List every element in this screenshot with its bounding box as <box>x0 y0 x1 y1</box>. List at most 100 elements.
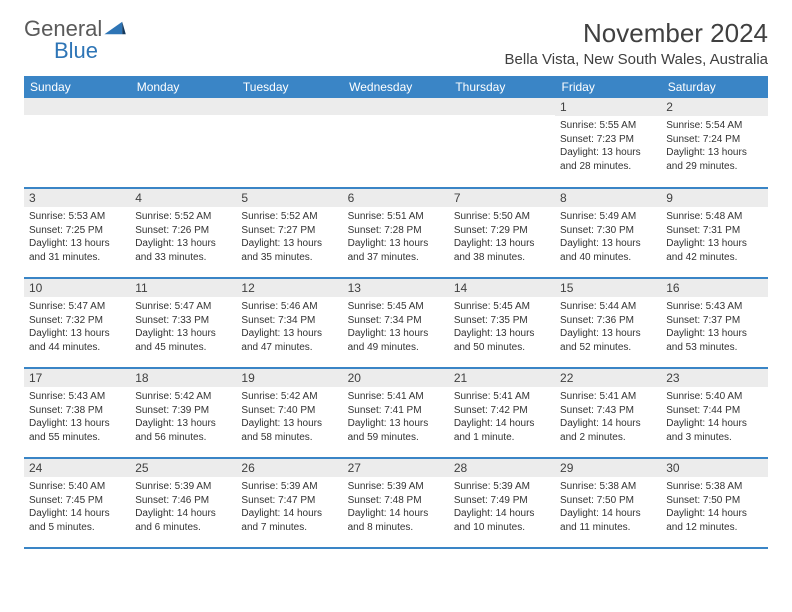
day-details: Sunrise: 5:42 AMSunset: 7:39 PMDaylight:… <box>130 387 236 447</box>
day-cell: 21Sunrise: 5:41 AMSunset: 7:42 PMDayligh… <box>449 368 555 458</box>
empty-day-cell <box>343 98 449 188</box>
day-details <box>130 115 236 121</box>
day-cell: 8Sunrise: 5:49 AMSunset: 7:30 PMDaylight… <box>555 188 661 278</box>
day-details: Sunrise: 5:52 AMSunset: 7:26 PMDaylight:… <box>130 207 236 267</box>
day-cell: 27Sunrise: 5:39 AMSunset: 7:48 PMDayligh… <box>343 458 449 548</box>
day-details <box>449 115 555 121</box>
calendar-body: 1Sunrise: 5:55 AMSunset: 7:23 PMDaylight… <box>24 98 768 548</box>
empty-day-cell <box>24 98 130 188</box>
dayname-friday: Friday <box>555 76 661 98</box>
day-details: Sunrise: 5:50 AMSunset: 7:29 PMDaylight:… <box>449 207 555 267</box>
day-cell: 10Sunrise: 5:47 AMSunset: 7:32 PMDayligh… <box>24 278 130 368</box>
empty-day-cell <box>449 98 555 188</box>
day-number: 19 <box>236 369 342 387</box>
calendar-week: 17Sunrise: 5:43 AMSunset: 7:38 PMDayligh… <box>24 368 768 458</box>
day-cell: 28Sunrise: 5:39 AMSunset: 7:49 PMDayligh… <box>449 458 555 548</box>
calendar-page: GeneralBlue November 2024 Bella Vista, N… <box>0 0 792 567</box>
day-number: 24 <box>24 459 130 477</box>
day-details: Sunrise: 5:43 AMSunset: 7:38 PMDaylight:… <box>24 387 130 447</box>
calendar-week: 3Sunrise: 5:53 AMSunset: 7:25 PMDaylight… <box>24 188 768 278</box>
day-number <box>449 98 555 115</box>
day-number: 16 <box>661 279 767 297</box>
day-number: 1 <box>555 98 661 116</box>
day-number: 9 <box>661 189 767 207</box>
day-number: 3 <box>24 189 130 207</box>
day-cell: 11Sunrise: 5:47 AMSunset: 7:33 PMDayligh… <box>130 278 236 368</box>
day-details: Sunrise: 5:55 AMSunset: 7:23 PMDaylight:… <box>555 116 661 176</box>
day-details <box>236 115 342 121</box>
calendar-week: 10Sunrise: 5:47 AMSunset: 7:32 PMDayligh… <box>24 278 768 368</box>
location-text: Bella Vista, New South Wales, Australia <box>505 51 768 68</box>
day-number: 21 <box>449 369 555 387</box>
day-cell: 15Sunrise: 5:44 AMSunset: 7:36 PMDayligh… <box>555 278 661 368</box>
calendar-week: 24Sunrise: 5:40 AMSunset: 7:45 PMDayligh… <box>24 458 768 548</box>
day-details: Sunrise: 5:39 AMSunset: 7:46 PMDaylight:… <box>130 477 236 537</box>
day-details: Sunrise: 5:49 AMSunset: 7:30 PMDaylight:… <box>555 207 661 267</box>
day-cell: 20Sunrise: 5:41 AMSunset: 7:41 PMDayligh… <box>343 368 449 458</box>
day-number: 12 <box>236 279 342 297</box>
day-details: Sunrise: 5:42 AMSunset: 7:40 PMDaylight:… <box>236 387 342 447</box>
day-details: Sunrise: 5:52 AMSunset: 7:27 PMDaylight:… <box>236 207 342 267</box>
day-number: 25 <box>130 459 236 477</box>
day-cell: 24Sunrise: 5:40 AMSunset: 7:45 PMDayligh… <box>24 458 130 548</box>
day-details: Sunrise: 5:51 AMSunset: 7:28 PMDaylight:… <box>343 207 449 267</box>
day-cell: 3Sunrise: 5:53 AMSunset: 7:25 PMDaylight… <box>24 188 130 278</box>
day-cell: 22Sunrise: 5:41 AMSunset: 7:43 PMDayligh… <box>555 368 661 458</box>
day-details: Sunrise: 5:38 AMSunset: 7:50 PMDaylight:… <box>661 477 767 537</box>
day-details: Sunrise: 5:45 AMSunset: 7:34 PMDaylight:… <box>343 297 449 357</box>
day-cell: 9Sunrise: 5:48 AMSunset: 7:31 PMDaylight… <box>661 188 767 278</box>
day-number: 23 <box>661 369 767 387</box>
day-details: Sunrise: 5:44 AMSunset: 7:36 PMDaylight:… <box>555 297 661 357</box>
day-details <box>343 115 449 121</box>
day-number: 13 <box>343 279 449 297</box>
day-details: Sunrise: 5:38 AMSunset: 7:50 PMDaylight:… <box>555 477 661 537</box>
logo-text-general: General <box>24 18 102 40</box>
day-number: 14 <box>449 279 555 297</box>
day-details: Sunrise: 5:48 AMSunset: 7:31 PMDaylight:… <box>661 207 767 267</box>
day-number: 7 <box>449 189 555 207</box>
day-number: 6 <box>343 189 449 207</box>
day-details: Sunrise: 5:39 AMSunset: 7:47 PMDaylight:… <box>236 477 342 537</box>
dayname-wednesday: Wednesday <box>343 76 449 98</box>
day-number: 29 <box>555 459 661 477</box>
day-details: Sunrise: 5:54 AMSunset: 7:24 PMDaylight:… <box>661 116 767 176</box>
day-cell: 1Sunrise: 5:55 AMSunset: 7:23 PMDaylight… <box>555 98 661 188</box>
logo-triangle-icon <box>104 18 128 40</box>
day-number: 11 <box>130 279 236 297</box>
logo-text-blue: Blue <box>54 38 98 63</box>
day-number: 17 <box>24 369 130 387</box>
empty-day-cell <box>236 98 342 188</box>
day-number: 8 <box>555 189 661 207</box>
day-number: 5 <box>236 189 342 207</box>
day-details: Sunrise: 5:46 AMSunset: 7:34 PMDaylight:… <box>236 297 342 357</box>
day-cell: 23Sunrise: 5:40 AMSunset: 7:44 PMDayligh… <box>661 368 767 458</box>
day-details: Sunrise: 5:47 AMSunset: 7:32 PMDaylight:… <box>24 297 130 357</box>
day-cell: 13Sunrise: 5:45 AMSunset: 7:34 PMDayligh… <box>343 278 449 368</box>
day-number: 27 <box>343 459 449 477</box>
dayname-tuesday: Tuesday <box>236 76 342 98</box>
day-cell: 2Sunrise: 5:54 AMSunset: 7:24 PMDaylight… <box>661 98 767 188</box>
day-details: Sunrise: 5:41 AMSunset: 7:43 PMDaylight:… <box>555 387 661 447</box>
day-number: 22 <box>555 369 661 387</box>
day-cell: 7Sunrise: 5:50 AMSunset: 7:29 PMDaylight… <box>449 188 555 278</box>
day-details: Sunrise: 5:53 AMSunset: 7:25 PMDaylight:… <box>24 207 130 267</box>
day-cell: 26Sunrise: 5:39 AMSunset: 7:47 PMDayligh… <box>236 458 342 548</box>
day-number: 15 <box>555 279 661 297</box>
day-number <box>24 98 130 115</box>
day-details: Sunrise: 5:41 AMSunset: 7:41 PMDaylight:… <box>343 387 449 447</box>
page-header: GeneralBlue November 2024 Bella Vista, N… <box>24 18 768 68</box>
day-number: 26 <box>236 459 342 477</box>
empty-day-cell <box>130 98 236 188</box>
dayname-monday: Monday <box>130 76 236 98</box>
dayname-sunday: Sunday <box>24 76 130 98</box>
day-details: Sunrise: 5:47 AMSunset: 7:33 PMDaylight:… <box>130 297 236 357</box>
calendar-table: SundayMondayTuesdayWednesdayThursdayFrid… <box>24 76 768 549</box>
day-cell: 30Sunrise: 5:38 AMSunset: 7:50 PMDayligh… <box>661 458 767 548</box>
day-details: Sunrise: 5:43 AMSunset: 7:37 PMDaylight:… <box>661 297 767 357</box>
dayname-row: SundayMondayTuesdayWednesdayThursdayFrid… <box>24 76 768 98</box>
day-cell: 16Sunrise: 5:43 AMSunset: 7:37 PMDayligh… <box>661 278 767 368</box>
day-details: Sunrise: 5:40 AMSunset: 7:44 PMDaylight:… <box>661 387 767 447</box>
day-number: 18 <box>130 369 236 387</box>
day-number <box>343 98 449 115</box>
day-cell: 4Sunrise: 5:52 AMSunset: 7:26 PMDaylight… <box>130 188 236 278</box>
